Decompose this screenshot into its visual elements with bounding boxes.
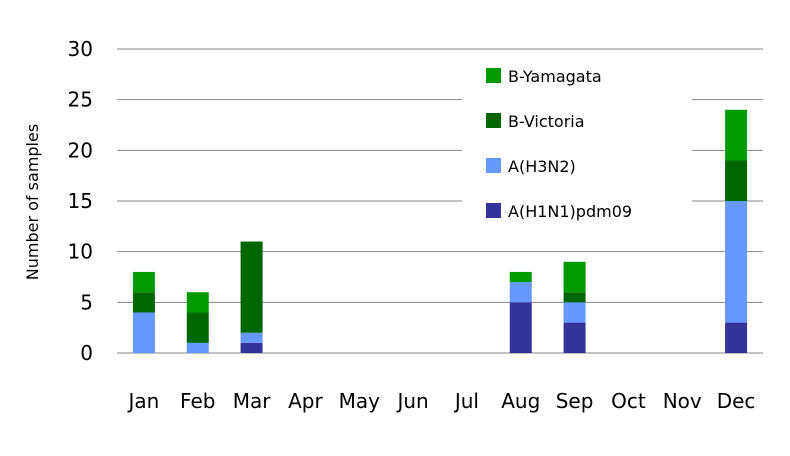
y-tick-label: 10 [68,240,93,264]
bar-segment [509,302,532,353]
bar-segment [240,241,263,333]
y-axis-title: Number of samples [23,124,42,280]
y-axis-ticks: 0 5 10 15 20 25 30 [68,37,93,365]
bars [132,109,748,353]
x-tick-label: Jan [126,389,159,413]
bar-segment [563,322,586,353]
bar-segment [563,261,586,293]
bar-segment [509,271,532,283]
x-tick-label: Aug [501,389,540,413]
bar-segment [240,332,263,343]
bar-segment [725,201,748,323]
legend-swatch [486,113,501,128]
y-tick-label: 20 [68,138,93,162]
y-tick-label: 5 [80,290,93,314]
bar-segment [563,292,586,303]
x-tick-label: Nov [663,389,702,413]
bar-segment [725,322,748,353]
x-tick-label: Jul [453,389,479,413]
y-tick-label: 30 [68,37,93,61]
x-tick-label: Dec [717,389,756,413]
bar-segment [132,292,155,313]
bar-segment [132,271,155,293]
gridlines [117,48,763,354]
x-tick-label: Feb [180,389,215,413]
x-tick-label: Oct [611,389,646,413]
x-tick-label: Apr [288,389,323,413]
legend-label: A(H1N1)pdm09 [508,202,632,221]
legend-swatch [486,203,501,218]
legend-label: B-Yamagata [508,67,602,86]
bar-segment [240,342,263,353]
bar-segment [563,302,586,323]
bar-segment [186,342,209,353]
x-tick-label: Jun [395,389,428,413]
bar-segment [725,160,748,201]
x-tick-label: May [339,389,381,413]
y-tick-label: 25 [68,88,93,112]
bar-segment [725,109,748,161]
y-tick-label: 0 [80,341,93,365]
y-tick-label: 15 [68,189,93,213]
legend-label: A(H3N2) [508,157,576,176]
bar-segment [509,282,532,303]
bar-segment [186,292,209,313]
bar-segment [132,312,155,353]
x-tick-label: Mar [233,389,272,413]
legend-swatch [486,158,501,173]
legend-swatch [486,68,501,83]
x-tick-label: Sep [556,389,594,413]
legend-label: B-Victoria [508,112,585,131]
legend: B-Yamagata B-Victoria A(H3N2) A(H1N1)pdm09 [462,55,692,235]
x-axis-ticks: Jan Feb Mar Apr May Jun Jul Aug Sep Oct Nov Dec [126,389,755,413]
bar-segment [186,312,209,343]
